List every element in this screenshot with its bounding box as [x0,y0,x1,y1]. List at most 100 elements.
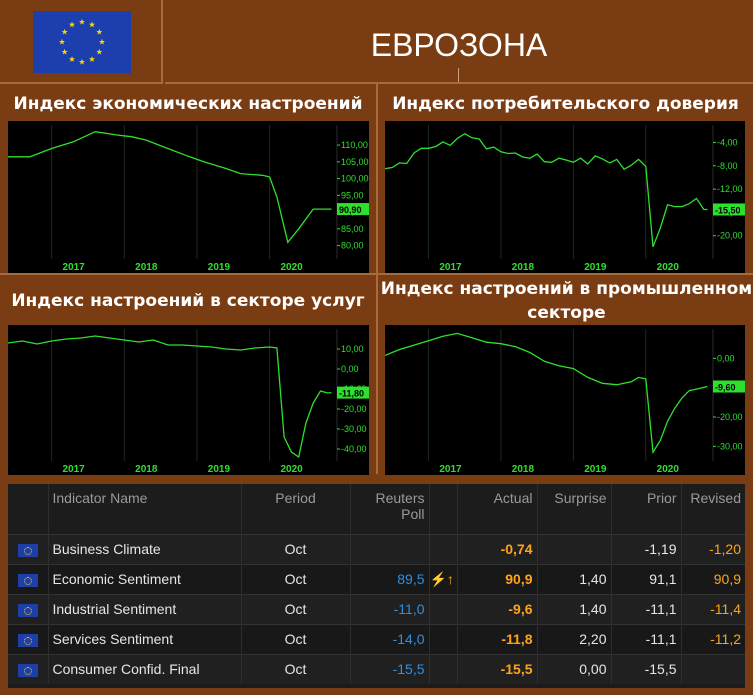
eu-flag-icon [33,11,131,73]
period: Oct [241,593,351,624]
x-tick-label: 2017 [439,262,462,273]
eu-star-icon [96,48,103,55]
indicator-name: Industrial Sentiment [48,593,242,624]
actual: -9,6 [457,593,538,624]
y-tick-label: 100,00 [341,174,369,184]
header-flag [8,484,49,534]
y-tick-label: 0,00 [341,364,359,374]
chart-industrial-sentiment-svg: 20172018201920200,00-10,00-20,00-30,00-9… [385,329,745,475]
divider-bottom [376,274,378,474]
header-signal [429,484,458,534]
y-tick-label: 10,00 [341,344,364,354]
table-row[interactable]: Business Climate Oct -0,74 -1,19 -1,20 [8,533,745,564]
revised: 90,9 [681,563,745,594]
indicator-name: Economic Sentiment [48,563,242,594]
x-tick-label: 2019 [584,262,607,273]
chart-consumer-confidence-svg: 2017201820192020-4,00-8,00-12,00-16,00-2… [385,125,745,273]
header-period[interactable]: Period [241,484,351,534]
chart-title-services-sentiment: Индекс настроений в секторе услуг [11,291,365,311]
surprise [537,533,612,564]
eu-star-icon [88,56,96,62]
table-row[interactable]: Consumer Confid. Final Oct -15,5 -15,5 0… [8,653,745,684]
header-reuters-poll[interactable]: Reuters Poll [350,484,430,534]
last-value-label: -15,50 [715,205,741,215]
signal-icon [429,623,458,654]
x-tick-label: 2020 [657,262,680,273]
eu-star-icon [68,56,76,62]
last-value-badge [713,203,745,216]
eu-star-icon [78,58,86,65]
eu-star-icon [58,38,66,45]
y-tick-label: -40,00 [341,444,367,454]
chart-services-sentiment: 201720182019202010,000,00-10,00-20,00-30… [8,325,369,475]
x-tick-label: 2017 [439,464,462,475]
header-revised[interactable]: Revised [690,490,741,506]
revised: -11,2 [681,623,745,654]
chart-title-economic-sentiment: Индекс экономических настроений [13,94,363,114]
header-actual[interactable]: Actual [457,484,538,534]
y-tick-label: 85,00 [341,224,364,234]
prior: 91,1 [611,563,682,594]
x-tick-label: 2019 [208,464,231,475]
surprise: 2,20 [537,623,612,654]
x-tick-label: 2018 [135,464,158,475]
eu-flag-icon [8,653,49,684]
x-tick-label: 2018 [135,262,158,273]
prior: -11,1 [611,623,682,654]
eu-star-icon [68,21,76,28]
surprise: 1,40 [537,593,612,624]
last-value-label: 90,90 [339,205,362,215]
chart-consumer-confidence: 2017201820192020-4,00-8,00-12,00-16,00-2… [385,121,745,273]
y-tick-label: -30,00 [717,441,743,451]
last-value-badge [337,203,369,216]
chart-title-industrial-sentiment: Индекс настроений в промышленном секторе [380,279,753,323]
prior: -11,1 [611,593,682,624]
title-divider [458,68,459,82]
series-line [385,132,708,248]
y-tick-label: 105,00 [341,157,369,167]
prior: -1,19 [611,533,682,564]
lightning-arrow-icon: ⚡↑ [429,563,458,594]
actual: -15,5 [457,653,538,684]
chart-industrial-sentiment: 20172018201920200,00-10,00-20,00-30,00-9… [385,325,745,475]
y-tick-label: -8,00 [717,161,738,171]
actual: -11,8 [457,623,538,654]
revised [681,653,745,684]
header-prior[interactable]: Prior [611,484,682,534]
indicator-name: Business Climate [48,533,242,564]
surprise: 0,00 [537,653,612,684]
prior: -15,5 [611,653,682,684]
reuters-poll: -11,0 [350,593,430,624]
actual: 90,9 [457,563,538,594]
eu-star-icon [98,38,106,45]
x-tick-label: 2018 [512,464,535,475]
table-row[interactable]: Economic Sentiment Oct 89,5 ⚡↑ 90,9 1,40… [8,563,745,594]
eu-star-icon [61,48,68,55]
period: Oct [241,533,351,564]
x-tick-label: 2017 [62,464,85,475]
y-tick-label: -20,00 [717,231,743,241]
eu-star-icon [61,28,68,35]
actual: -0,74 [457,533,538,564]
x-tick-label: 2018 [512,262,535,273]
table-row[interactable]: Industrial Sentiment Oct -11,0 -9,6 1,40… [8,593,745,624]
x-tick-label: 2020 [657,464,680,475]
last-value-label: -11,80 [339,389,364,399]
x-tick-label: 2019 [208,262,231,273]
header-surprise[interactable]: Surprise [537,484,612,534]
divider-top [376,84,378,274]
signal-icon [429,533,458,564]
reuters-poll [350,533,430,564]
surprise: 1,40 [537,563,612,594]
y-tick-label: 0,00 [717,353,735,363]
eu-flag-icon [8,623,49,654]
reuters-poll: -14,0 [350,623,430,654]
chart-title-consumer-confidence: Индекс потребительского доверия [392,94,739,114]
period: Oct [241,653,351,684]
table-row[interactable]: Services Sentiment Oct -14,0 -11,8 2,20 … [8,623,745,654]
header-indicator-name[interactable]: Indicator Name [48,484,242,534]
x-tick-label: 2017 [62,262,85,273]
indicator-name: Services Sentiment [48,623,242,654]
signal-icon [429,653,458,684]
revised: -11,4 [681,593,745,624]
